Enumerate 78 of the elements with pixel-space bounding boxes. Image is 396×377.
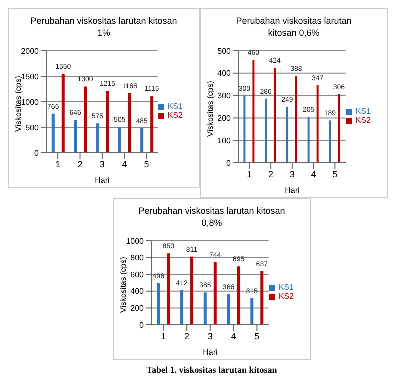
legend-label: KS1 bbox=[356, 107, 371, 116]
y-tick-label: 500 bbox=[218, 46, 232, 56]
x-tick-label: 3 bbox=[100, 159, 105, 170]
y-tick-label: 1000 bbox=[21, 98, 40, 107]
bar bbox=[260, 271, 264, 325]
y-axis-title: Viskositas (cps) bbox=[118, 256, 128, 313]
y-tick-label: 400 bbox=[218, 69, 232, 78]
legend-label: KS1 bbox=[278, 283, 294, 292]
chart-title: Perubahan viskositas larutan kitosan 1% bbox=[30, 15, 178, 39]
legend-label: KS2 bbox=[278, 292, 294, 301]
x-tick-label: 4 bbox=[122, 159, 128, 170]
y-tick-label: 0 bbox=[226, 158, 232, 168]
bar bbox=[274, 68, 276, 163]
bar bbox=[329, 120, 332, 163]
legend-label: KS2 bbox=[168, 111, 183, 120]
x-tick-label: 1 bbox=[247, 169, 252, 180]
y-tick-label: 0 bbox=[34, 148, 40, 158]
bar bbox=[128, 93, 132, 153]
x-tick-label: 2 bbox=[78, 159, 83, 170]
bar bbox=[106, 91, 110, 153]
bar bbox=[265, 98, 268, 163]
y-tick-label: 100 bbox=[218, 136, 232, 146]
y-tick-label: 0 bbox=[140, 320, 145, 330]
x-axis-title: Hari bbox=[95, 176, 110, 185]
y-tick-label: 400 bbox=[130, 287, 145, 296]
text: Tabel 1. viskositas larutan kitosan bbox=[146, 365, 278, 375]
x-tick-label: 2 bbox=[184, 331, 190, 342]
bar bbox=[204, 292, 207, 325]
y-tick-label: 800 bbox=[130, 254, 145, 263]
y-axis-title: Viskositas (cps) bbox=[206, 80, 215, 137]
bar bbox=[62, 74, 65, 153]
legend-label: KS1 bbox=[168, 102, 183, 111]
bar bbox=[190, 256, 194, 325]
bar bbox=[214, 262, 217, 325]
bar bbox=[244, 96, 246, 163]
y-tick-label: 200 bbox=[130, 304, 145, 314]
bar bbox=[252, 60, 255, 163]
bar bbox=[316, 85, 319, 163]
x-tick-label: 5 bbox=[254, 331, 260, 342]
bar bbox=[118, 127, 122, 153]
bar bbox=[150, 96, 154, 153]
y-tick-label: 1500 bbox=[21, 72, 40, 82]
x-tick-label: 5 bbox=[144, 159, 150, 170]
x-axis-title: Hari bbox=[203, 348, 218, 357]
y-tick-label: 600 bbox=[130, 270, 145, 280]
bar bbox=[180, 290, 184, 325]
bar bbox=[227, 294, 230, 325]
y-tick-label: 300 bbox=[218, 92, 232, 101]
x-tick-label: 1 bbox=[56, 159, 61, 170]
chart-title: Perubahan viskositas larutan kitosan 0,8% bbox=[138, 205, 286, 229]
bar bbox=[157, 283, 160, 325]
bar bbox=[74, 120, 78, 153]
x-tick-label: 2 bbox=[268, 169, 274, 180]
y-tick-label: 1000 bbox=[126, 236, 145, 246]
bar bbox=[286, 107, 288, 163]
x-tick-label: 4 bbox=[311, 169, 316, 180]
legend-label: KS2 bbox=[356, 116, 371, 125]
x-tick-label: 3 bbox=[208, 331, 213, 342]
bar bbox=[84, 86, 88, 153]
x-axis-title: Hari bbox=[285, 186, 300, 195]
bar bbox=[167, 254, 170, 325]
y-tick-label: 200 bbox=[218, 114, 232, 124]
x-tick-label: 1 bbox=[161, 331, 166, 342]
bar bbox=[140, 128, 144, 153]
x-tick-label: 3 bbox=[290, 169, 295, 180]
bar bbox=[96, 124, 100, 153]
y-tick-label: 500 bbox=[26, 123, 40, 132]
chart-title: Perubahan viskositas larutan kitosan 0,6% bbox=[235, 15, 353, 39]
bar bbox=[250, 298, 254, 325]
bar bbox=[237, 266, 240, 325]
bar bbox=[52, 114, 55, 153]
bar bbox=[308, 117, 310, 163]
x-tick-label: 5 bbox=[332, 169, 338, 180]
bar bbox=[295, 76, 298, 163]
y-axis-title: Viskositas (cps) bbox=[14, 76, 23, 132]
bar bbox=[338, 94, 340, 163]
y-tick-label: 2000 bbox=[21, 46, 40, 56]
x-tick-label: 4 bbox=[231, 331, 236, 342]
